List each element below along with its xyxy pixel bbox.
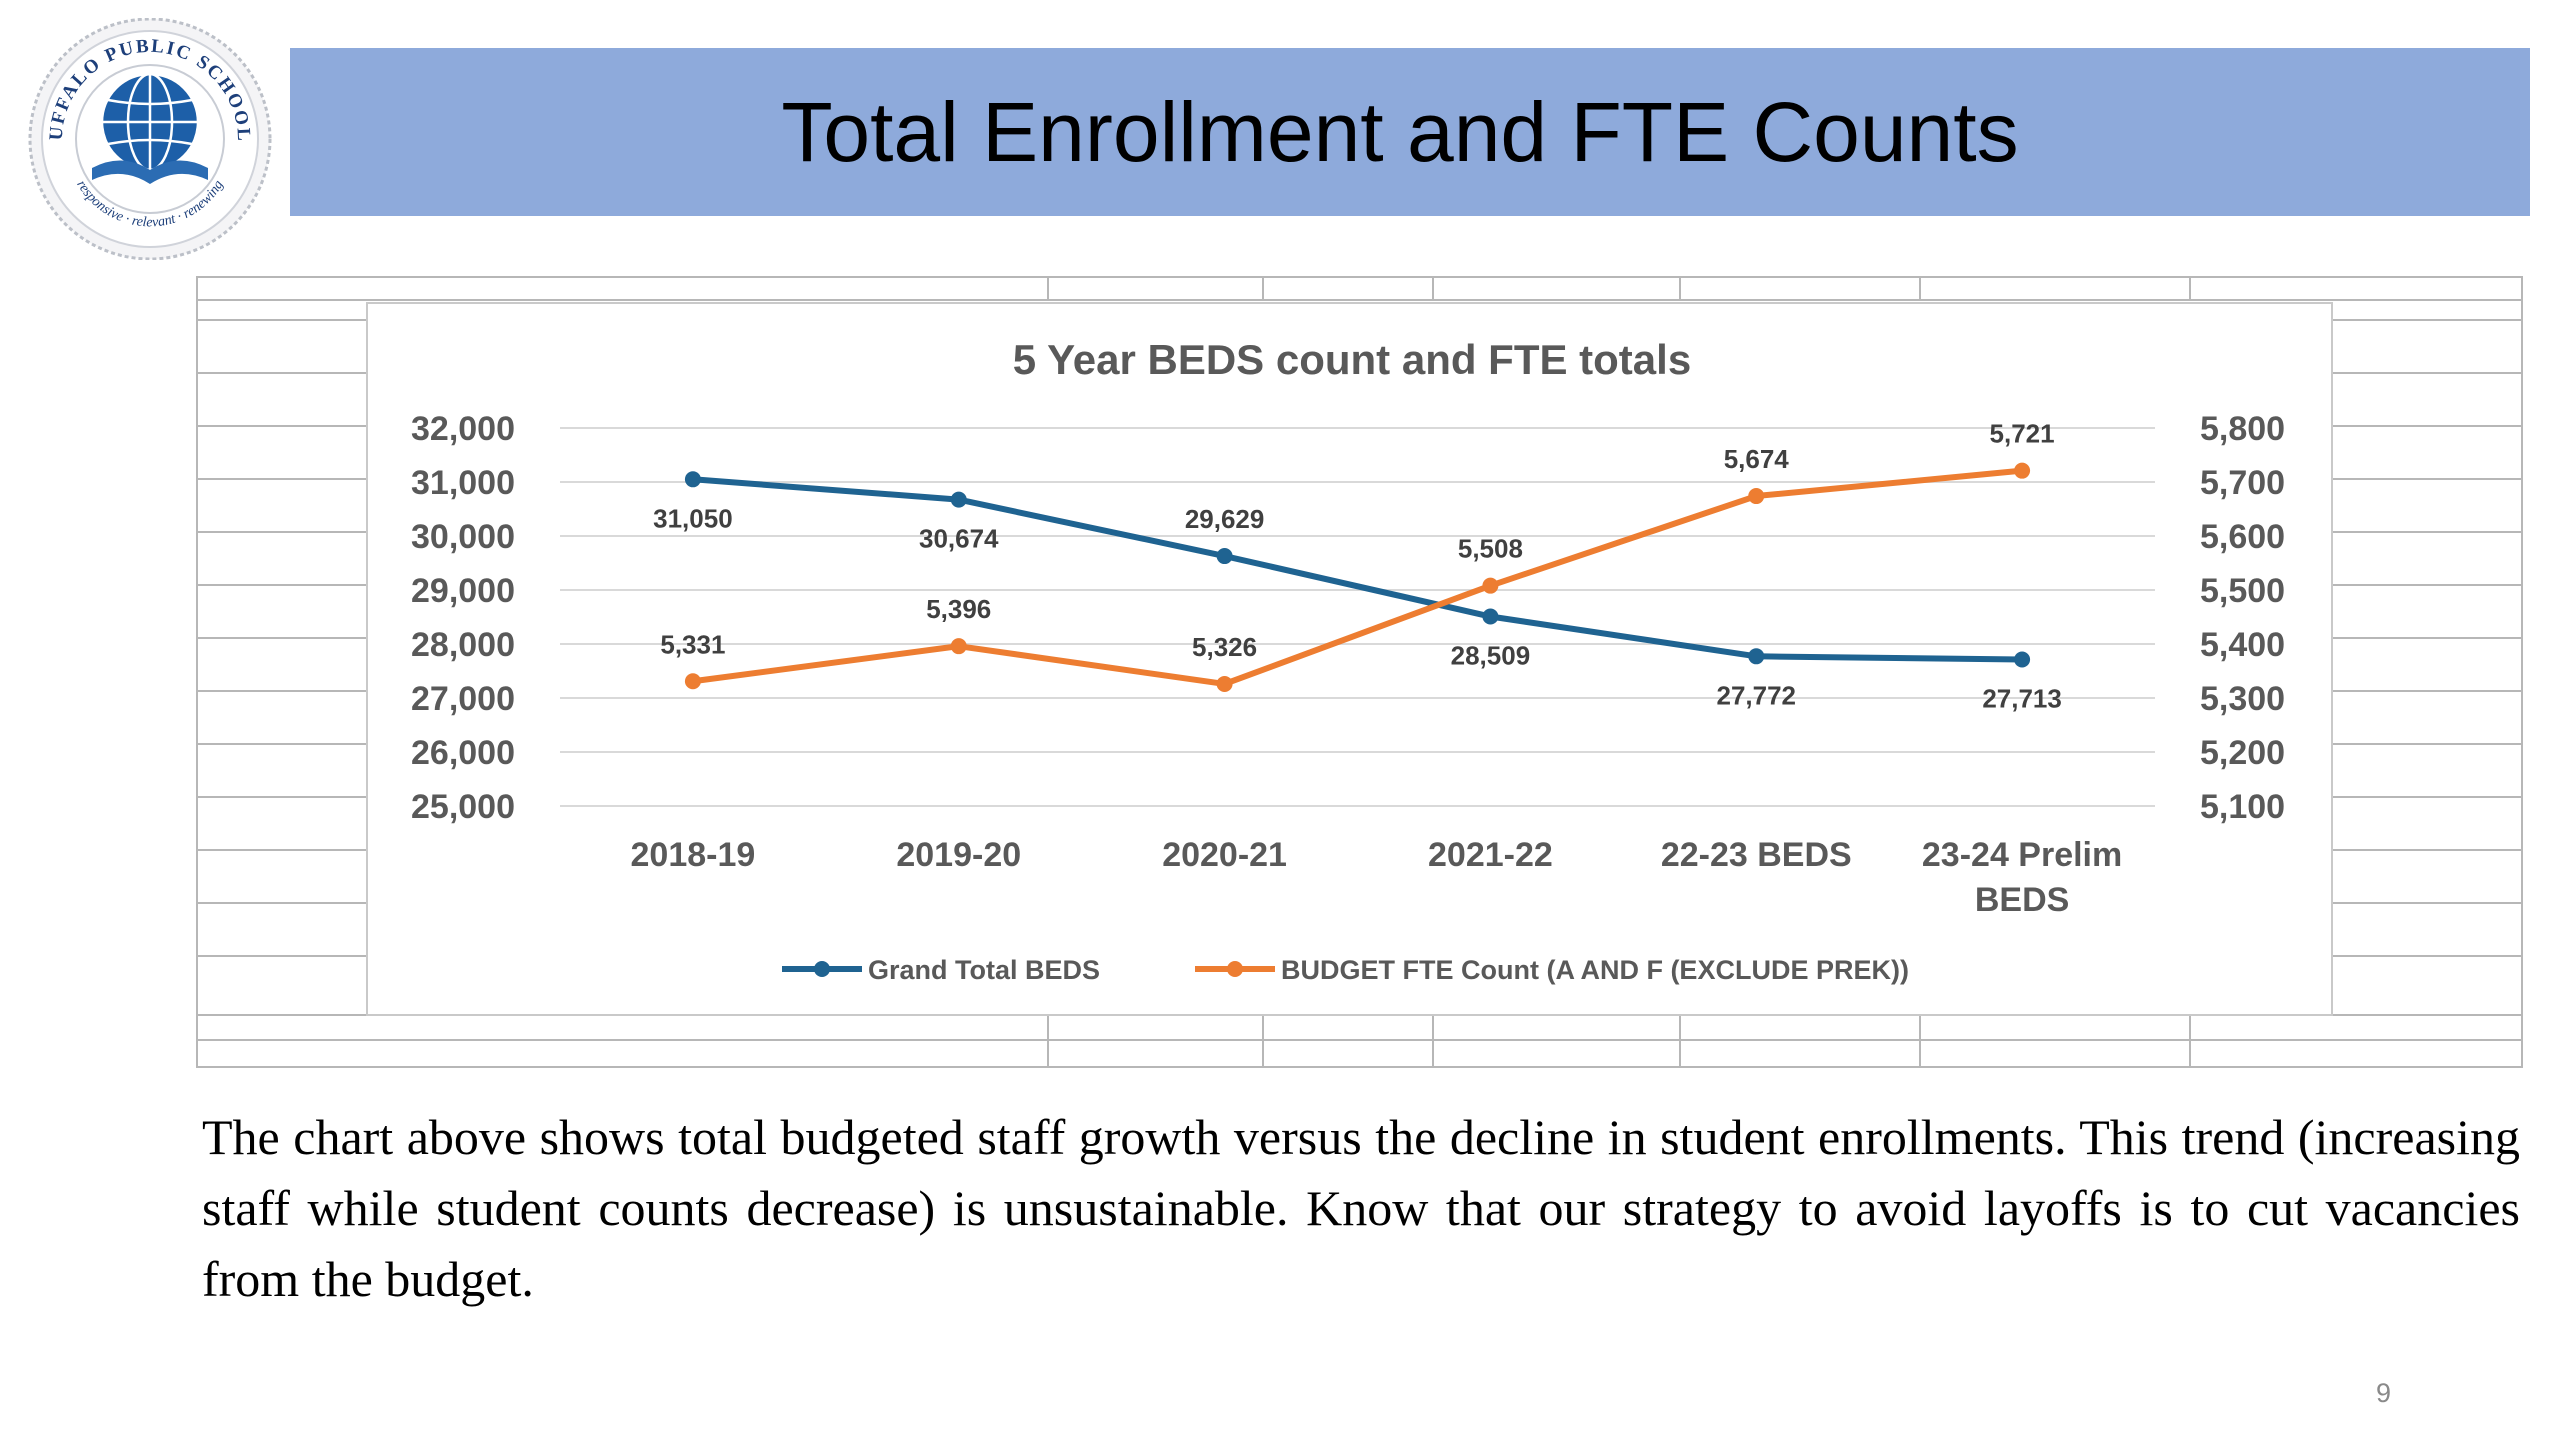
right-axis-tick-label: 5,400 [2200, 626, 2285, 664]
legend-label: BUDGET FTE Count (A AND F (EXCLUDE PREK)… [1281, 955, 1909, 985]
left-axis-tick-label: 30,000 [411, 518, 515, 556]
x-axis-tick-label: 23-24 Prelim BEDS [1922, 836, 2122, 919]
data-point [1482, 577, 1499, 594]
data-point [950, 491, 967, 508]
series-line-1 [692, 476, 2023, 663]
x-axis-tick-label: 2018-19 [631, 836, 756, 874]
right-axis-tick-label: 5,100 [2200, 788, 2285, 826]
data-point [684, 673, 701, 690]
left-axis-tick-label: 26,000 [411, 734, 515, 772]
data-label: 5,331 [660, 629, 725, 659]
right-axis-tick-label: 5,800 [2200, 410, 2285, 448]
data-point [2014, 462, 2031, 479]
right-axis-tick-label: 5,700 [2200, 464, 2285, 502]
right-axis-tick-label: 5,300 [2200, 680, 2285, 718]
data-label: 29,629 [1185, 504, 1265, 534]
data-label: 31,050 [653, 503, 733, 533]
right-axis-tick-label: 5,600 [2200, 518, 2285, 556]
x-axis-tick-label: 2021-22 [1428, 836, 1553, 874]
data-label: 28,509 [1451, 641, 1531, 671]
data-point [1216, 675, 1233, 692]
legend-marker [1227, 961, 1243, 977]
chart-title: 5 Year BEDS count and FTE totals [1013, 336, 1691, 383]
x-axis-tick-label: 22-23 BEDS [1661, 836, 1852, 874]
data-label: 5,396 [926, 594, 991, 624]
data-label: 30,674 [919, 524, 999, 554]
data-label: 27,772 [1716, 680, 1796, 710]
data-label: 5,508 [1458, 534, 1523, 564]
right-axis-tick-label: 5,500 [2200, 572, 2285, 610]
legend-label: Grand Total BEDS [868, 955, 1100, 985]
data-label: 5,674 [1724, 444, 1790, 474]
data-point [1748, 648, 1765, 665]
data-label: 5,326 [1192, 632, 1257, 662]
right-axis-tick-label: 5,200 [2200, 734, 2285, 772]
data-point [1216, 548, 1233, 565]
data-label: 5,721 [1990, 419, 2055, 449]
series-line-2 [692, 467, 2023, 687]
data-point [1482, 608, 1499, 625]
left-axis-tick-label: 31,000 [411, 464, 515, 502]
caption-text: The chart above shows total budgeted sta… [202, 1109, 2520, 1307]
slide-title: Total Enrollment and FTE Counts [781, 84, 2019, 179]
legend-marker [814, 961, 830, 977]
data-point [950, 638, 967, 655]
page-number: 9 [2376, 1378, 2392, 1408]
spreadsheet-grid [196, 276, 2523, 1068]
data-point [684, 471, 701, 488]
data-label: 27,713 [1982, 683, 2062, 713]
title-band: Total Enrollment and FTE Counts [290, 48, 2530, 216]
x-axis-tick-label: 2020-21 [1162, 836, 1287, 874]
data-point [2014, 651, 2031, 668]
x-axis-tick-label: 2019-20 [896, 836, 1021, 874]
buffalo-public-schools-logo: BUFFALO PUBLIC SCHOOLS responsive · rele… [22, 18, 272, 260]
left-axis-tick-label: 29,000 [411, 572, 515, 610]
data-point [1748, 488, 1765, 505]
left-axis-tick-label: 27,000 [411, 680, 515, 718]
left-axis-tick-label: 28,000 [411, 626, 515, 664]
left-axis-tick-label: 32,000 [411, 410, 515, 448]
left-axis-tick-label: 25,000 [411, 788, 515, 826]
